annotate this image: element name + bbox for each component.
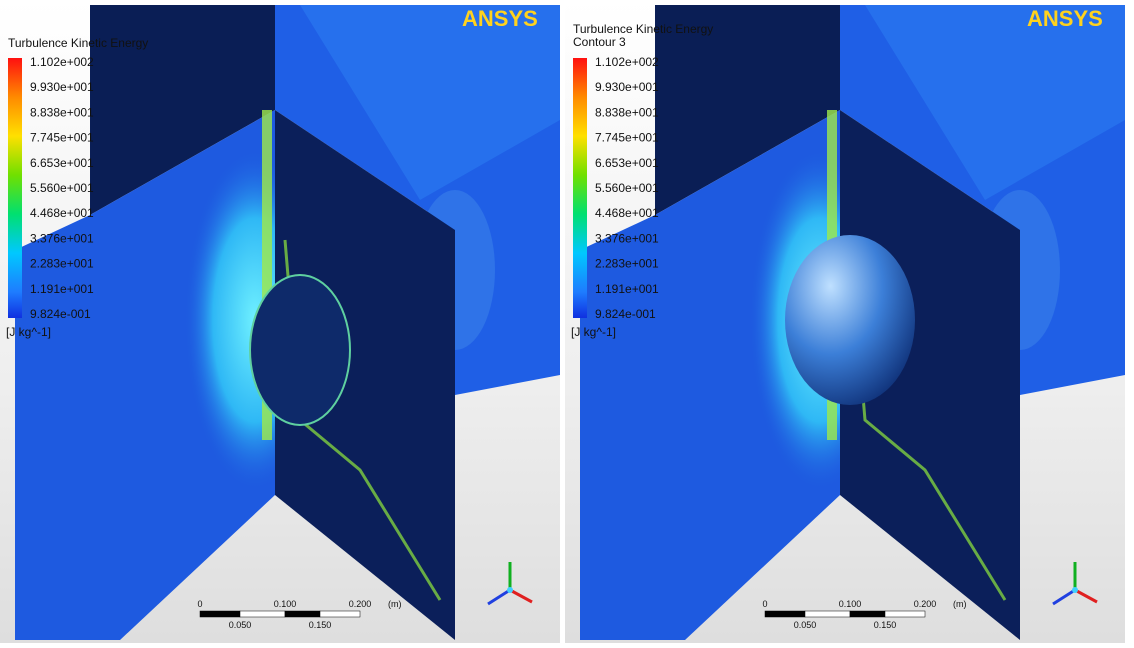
axis-z: [487, 588, 511, 606]
axis-z: [1052, 588, 1076, 606]
scale-unit: (m): [953, 599, 967, 609]
legend-label: 7.745e+001: [30, 131, 94, 145]
legend-label: 7.745e+001: [595, 131, 659, 145]
box-shade: [865, 5, 1125, 200]
legend-label: 9.930e+001: [30, 80, 94, 94]
scale-bar: 0 0.100 0.200 (m) 0.050 0.150: [762, 599, 966, 630]
legend-label: 1.191e+001: [595, 282, 659, 296]
dark-plane-right: [840, 110, 1020, 640]
box-shade: [300, 5, 560, 200]
scale-label: 0.200: [349, 599, 372, 609]
axis-x: [1074, 588, 1098, 604]
axis-triad: [1052, 562, 1098, 606]
legend-label: 3.376e+001: [30, 231, 94, 245]
legend-label: 3.376e+001: [595, 231, 659, 245]
legend-bar: [573, 58, 587, 318]
scale-label: 0.150: [309, 620, 332, 630]
scale-segment: [849, 610, 886, 618]
logo: ANSYS: [1027, 6, 1103, 31]
scale-segment: [199, 610, 241, 618]
scale-bar: 0 0.100 0.200 (m) 0.050 0.150: [197, 599, 401, 630]
dark-plane-right: [275, 110, 455, 640]
legend-units: [J kg^-1]: [571, 325, 616, 339]
scale-label: 0.100: [274, 599, 297, 609]
axis-triad: [487, 562, 533, 606]
axis-origin: [1072, 587, 1078, 593]
legend-label: 2.283e+001: [30, 257, 94, 271]
scale-label: 0.050: [794, 620, 817, 630]
scale-label: 0: [197, 599, 202, 609]
legend-subtitle: Contour 3: [573, 35, 626, 49]
scale-segment: [804, 610, 851, 618]
sphere-section: [249, 274, 351, 426]
dark-plane-top: [655, 5, 840, 215]
legend-label: 5.560e+001: [30, 181, 94, 195]
logo: ANSYS: [462, 6, 538, 31]
scale-label: 0: [762, 599, 767, 609]
scale-segment: [284, 610, 321, 618]
scale-label: 0.100: [839, 599, 862, 609]
scale-label: 0.150: [874, 620, 897, 630]
axis-origin: [507, 587, 513, 593]
scale-segment: [239, 610, 286, 618]
sphere: [785, 235, 915, 405]
legend-label: 9.930e+001: [595, 80, 659, 94]
legend-units: [J kg^-1]: [6, 325, 51, 339]
viewport-panel: Turbulence Kinetic Energy 1.102e+002 9.930…: [0, 0, 560, 643]
scale-label: 0.200: [914, 599, 937, 609]
legend-label: 4.468e+001: [595, 206, 659, 220]
jet: [262, 110, 272, 440]
legend-bar: [8, 58, 22, 318]
legend-label: 1.102e+002: [30, 55, 94, 69]
legend-label: 9.824e-001: [595, 307, 656, 321]
legend-label: 5.560e+001: [595, 181, 659, 195]
legend-label: 1.102e+002: [595, 55, 659, 69]
legend-label: 6.653e+001: [30, 156, 94, 170]
legend-label: 2.283e+001: [595, 257, 659, 271]
legend-label: 8.838e+001: [595, 105, 659, 119]
legend-title: Turbulence Kinetic Energy: [573, 22, 713, 36]
scale-segment: [764, 610, 806, 618]
scale-label: 0.050: [229, 620, 252, 630]
legend-label: 1.191e+001: [30, 282, 94, 296]
legend-title: Turbulence Kinetic Energy: [8, 36, 148, 50]
scale-segment: [884, 610, 926, 618]
scale-segment: [319, 610, 361, 618]
legend-label: 4.468e+001: [30, 206, 94, 220]
legend-label: 8.838e+001: [30, 105, 94, 119]
legend-label: 9.824e-001: [30, 307, 91, 321]
dark-plane-top: [90, 5, 275, 215]
legend-label: 6.653e+001: [595, 156, 659, 170]
scale-unit: (m): [388, 599, 402, 609]
axis-x: [509, 588, 533, 604]
